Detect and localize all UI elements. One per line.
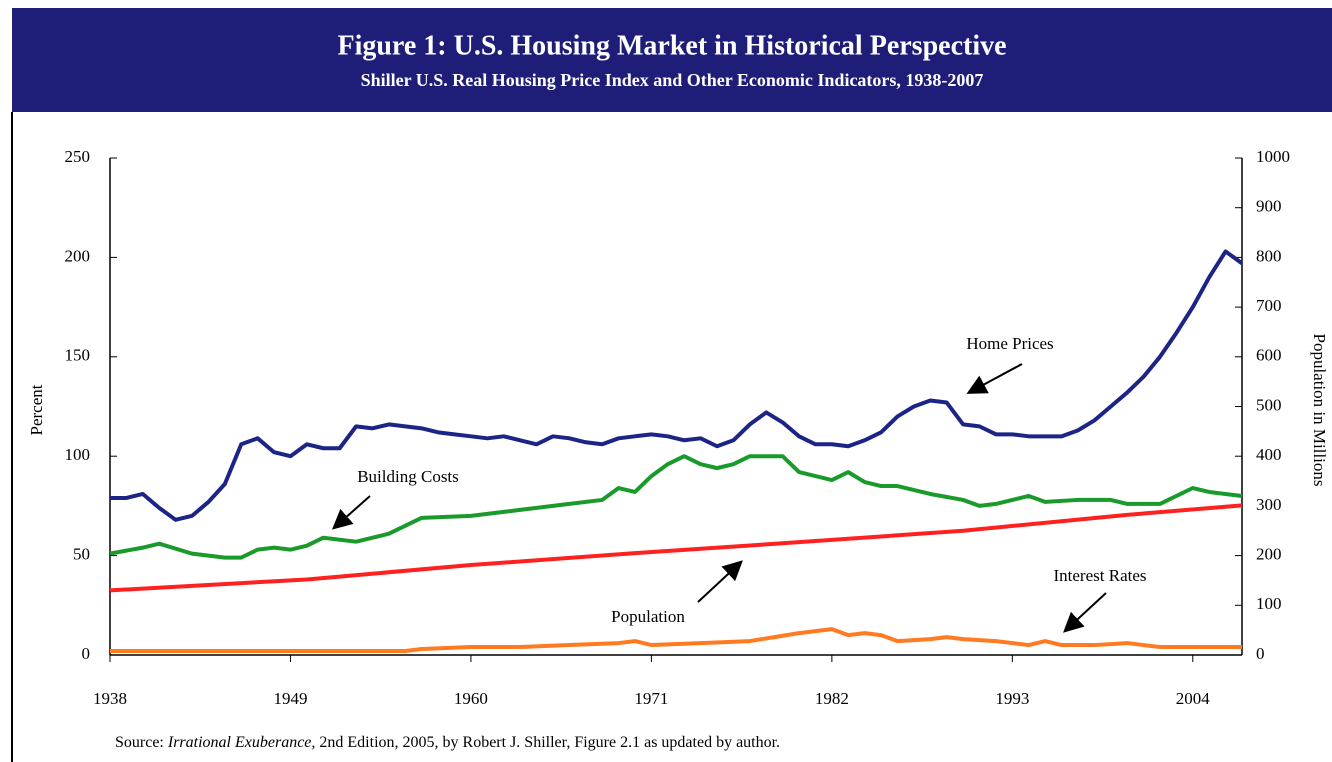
- source-prefix: Source:: [115, 734, 164, 751]
- y2-tick-label: 500: [1256, 395, 1282, 414]
- x-tick-label: 1960: [454, 689, 488, 708]
- annotation: Population: [611, 607, 685, 626]
- annotation: Home Prices: [966, 334, 1053, 353]
- x-tick-label: 2004: [1176, 689, 1211, 708]
- y-tick-label: 50: [73, 545, 90, 564]
- x-tick-label: 1993: [995, 689, 1029, 708]
- annotation: Interest Rates: [1054, 566, 1147, 585]
- source-title: Irrational Exuberance,: [167, 734, 316, 751]
- x-tick-label: 1971: [634, 689, 668, 708]
- y2-tick-label: 700: [1256, 296, 1282, 315]
- x-tick-label: 1982: [815, 689, 849, 708]
- y-axis-label: Percent: [27, 384, 46, 435]
- series-line: [109, 503, 1243, 593]
- y2-tick-label: 900: [1256, 197, 1282, 216]
- y2-tick-label: 400: [1256, 445, 1282, 464]
- y2-tick-label: 0: [1256, 644, 1265, 663]
- annotation-arrow: [332, 495, 371, 530]
- series-line: [110, 627, 1242, 654]
- y2-tick-label: 600: [1256, 346, 1282, 365]
- y-tick-label: 150: [65, 346, 91, 365]
- annotation: Building Costs: [357, 467, 459, 486]
- source-note: Source: Irrational Exuberance, 2nd Editi…: [115, 734, 780, 751]
- annotation-arrow: [966, 363, 1023, 394]
- y-tick-label: 200: [65, 246, 91, 265]
- chart-subtitle: Shiller U.S. Real Housing Price Index an…: [361, 70, 984, 90]
- y-tick-label: 250: [65, 147, 91, 166]
- y2-tick-label: 800: [1256, 246, 1282, 265]
- y2-tick-label: 100: [1256, 594, 1282, 613]
- chart-title: Figure 1: U.S. Housing Market in Histori…: [337, 30, 1006, 61]
- y-tick-label: 100: [65, 445, 91, 464]
- y2-tick-label: 300: [1256, 495, 1282, 514]
- annotation-arrow: [697, 560, 743, 603]
- series-line: [109, 454, 1243, 560]
- x-tick-label: 1949: [273, 689, 307, 708]
- y2-tick-label: 1000: [1256, 147, 1290, 166]
- annotation-arrow: [1063, 592, 1107, 633]
- y2-axis-label: Population in Millions: [1310, 333, 1329, 486]
- y-tick-label: 0: [82, 644, 91, 663]
- x-tick-label: 1938: [93, 689, 127, 708]
- y2-tick-label: 200: [1256, 545, 1282, 564]
- series-line: [110, 249, 1244, 522]
- source-suffix: 2nd Edition, 2005, by Robert J. Shiller,…: [319, 734, 780, 751]
- header-band: [12, 8, 1332, 112]
